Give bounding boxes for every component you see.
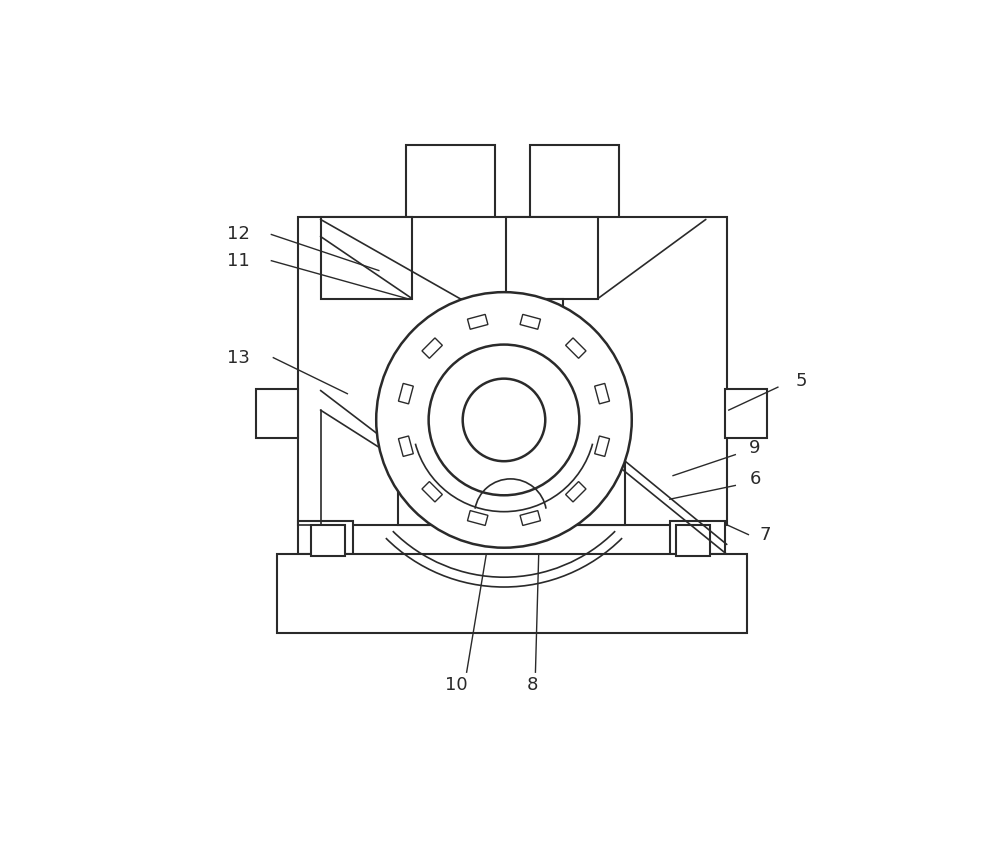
Bar xyxy=(520,511,540,525)
Bar xyxy=(467,314,488,329)
Bar xyxy=(406,145,495,220)
Bar xyxy=(566,338,586,358)
Circle shape xyxy=(376,292,632,548)
Text: 8: 8 xyxy=(526,677,538,694)
Bar xyxy=(422,338,442,358)
Bar xyxy=(566,482,586,502)
Bar xyxy=(321,217,412,299)
Text: 5: 5 xyxy=(795,372,807,390)
Bar xyxy=(398,436,413,456)
Circle shape xyxy=(429,345,579,495)
Text: 10: 10 xyxy=(445,677,468,694)
Bar xyxy=(670,522,725,554)
Bar xyxy=(506,217,598,299)
Bar xyxy=(422,482,442,502)
Bar xyxy=(530,145,619,220)
Bar xyxy=(277,554,747,633)
Bar xyxy=(595,384,610,404)
Bar xyxy=(460,299,563,449)
Text: 7: 7 xyxy=(759,526,771,544)
Bar xyxy=(398,420,625,449)
Text: 12: 12 xyxy=(227,226,250,243)
Bar xyxy=(676,525,710,556)
Text: 9: 9 xyxy=(749,439,761,457)
Text: 13: 13 xyxy=(227,349,250,367)
Bar xyxy=(520,314,540,329)
Circle shape xyxy=(463,379,545,461)
Bar xyxy=(398,449,460,525)
Text: 11: 11 xyxy=(227,252,250,270)
Bar xyxy=(311,525,345,556)
Bar xyxy=(595,436,610,456)
Bar xyxy=(256,389,298,438)
Bar xyxy=(725,389,767,438)
Bar xyxy=(298,217,727,525)
Bar xyxy=(563,449,625,525)
Text: 6: 6 xyxy=(749,470,761,488)
Bar xyxy=(398,384,413,404)
Bar xyxy=(298,522,353,554)
Bar xyxy=(467,511,488,525)
